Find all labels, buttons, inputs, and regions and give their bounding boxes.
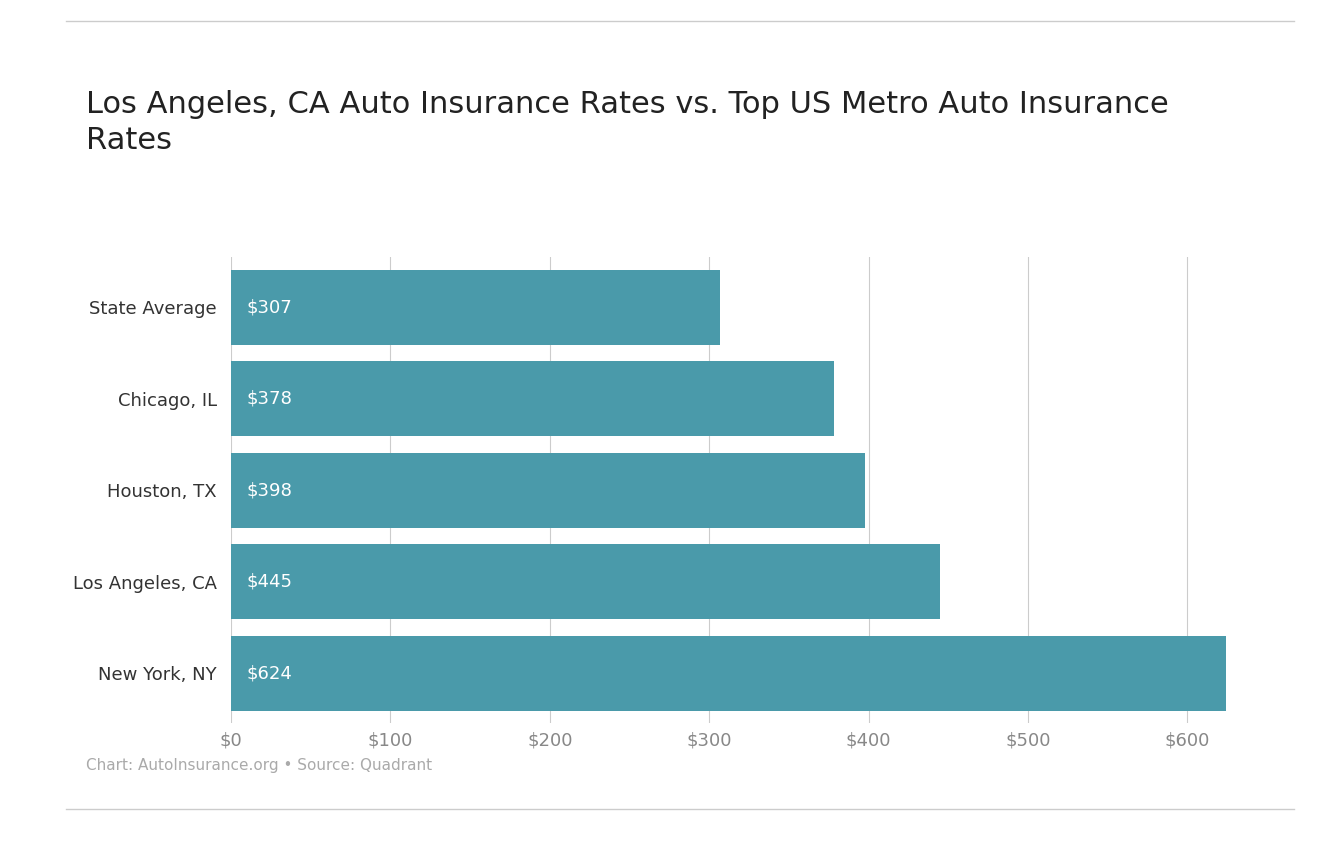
- Text: Los Angeles, CA Auto Insurance Rates vs. Top US Metro Auto Insurance
Rates: Los Angeles, CA Auto Insurance Rates vs.…: [86, 90, 1168, 155]
- Bar: [231, 361, 834, 436]
- Text: Chart: AutoInsurance.org • Source: Quadrant: Chart: AutoInsurance.org • Source: Quadr…: [86, 758, 432, 773]
- Text: $445: $445: [247, 573, 293, 591]
- Text: $307: $307: [247, 298, 293, 316]
- Text: $398: $398: [247, 481, 293, 499]
- Bar: [231, 270, 721, 345]
- Bar: [231, 453, 866, 527]
- Text: $378: $378: [247, 389, 293, 407]
- Bar: [231, 544, 940, 619]
- Text: $624: $624: [247, 664, 293, 682]
- Bar: [231, 635, 1226, 710]
